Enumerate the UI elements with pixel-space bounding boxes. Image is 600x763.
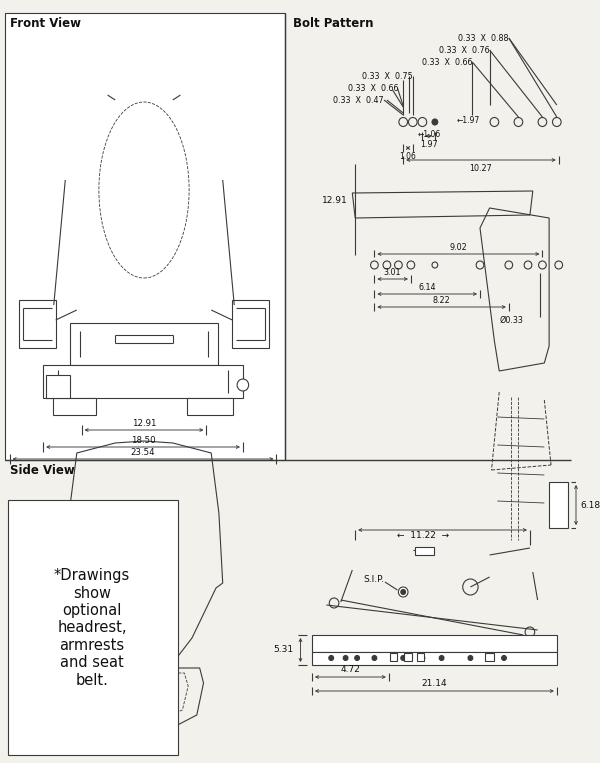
Text: 0.33  X  0.47: 0.33 X 0.47: [334, 95, 384, 105]
Bar: [312, 635, 557, 652]
Circle shape: [401, 655, 406, 661]
Text: 23.54: 23.54: [131, 448, 155, 456]
Text: 12.91: 12.91: [322, 195, 347, 204]
Text: 0.33  X  0.66: 0.33 X 0.66: [422, 57, 472, 66]
Circle shape: [420, 655, 425, 661]
Circle shape: [502, 655, 506, 661]
Text: Side View: Side View: [10, 463, 74, 477]
Bar: [312, 652, 557, 665]
Text: ←  11.22  →: ← 11.22 →: [397, 532, 449, 540]
Bar: [232, 300, 269, 348]
Circle shape: [372, 655, 377, 661]
Bar: [485, 653, 494, 661]
Text: ←1.97: ←1.97: [457, 115, 480, 124]
Circle shape: [487, 655, 492, 661]
Text: 0.33  X  0.75: 0.33 X 0.75: [362, 72, 413, 81]
Text: 9.02: 9.02: [449, 243, 467, 252]
Text: 10.27: 10.27: [470, 163, 493, 172]
Text: 0.33  X  0.88: 0.33 X 0.88: [458, 34, 509, 43]
Text: Bolt Pattern: Bolt Pattern: [293, 17, 373, 30]
Circle shape: [432, 119, 438, 125]
Bar: [43, 365, 243, 398]
Text: 6.18: 6.18: [581, 501, 600, 510]
Circle shape: [355, 655, 359, 661]
Circle shape: [401, 590, 406, 594]
Text: *Drawings
show
optional
headrest,
armrests
and seat
belt.: *Drawings show optional headrest, armres…: [54, 568, 130, 687]
Bar: [70, 323, 218, 365]
Circle shape: [468, 655, 473, 661]
Circle shape: [343, 655, 348, 661]
Bar: [8, 500, 178, 755]
Circle shape: [329, 655, 334, 661]
Text: 0.33  X  0.66: 0.33 X 0.66: [348, 83, 398, 92]
Bar: [46, 375, 70, 398]
Text: 4.72: 4.72: [340, 665, 361, 674]
Bar: [415, 547, 434, 555]
Text: 1.97: 1.97: [420, 140, 437, 149]
Text: 0.33  X  0.76: 0.33 X 0.76: [439, 46, 490, 54]
Text: Ø0.33: Ø0.33: [499, 315, 523, 324]
Text: ←1.06: ←1.06: [418, 130, 441, 139]
Text: 21.14: 21.14: [422, 680, 447, 688]
Text: 6.14: 6.14: [418, 282, 436, 291]
Bar: [53, 398, 96, 415]
Text: Front View: Front View: [10, 17, 80, 30]
Text: 5.31: 5.31: [274, 645, 294, 655]
Text: 12.91: 12.91: [132, 418, 156, 427]
Text: S.I.P.: S.I.P.: [363, 575, 384, 584]
Bar: [549, 482, 568, 528]
Text: 18.50: 18.50: [131, 436, 155, 445]
Bar: [187, 398, 233, 415]
Circle shape: [439, 655, 444, 661]
Circle shape: [398, 587, 408, 597]
Text: 3.01: 3.01: [384, 268, 401, 276]
Bar: [5, 13, 285, 460]
Circle shape: [237, 379, 248, 391]
Bar: [416, 653, 424, 661]
Bar: [390, 653, 397, 661]
Text: 8.22: 8.22: [433, 295, 451, 304]
Bar: [404, 653, 412, 661]
Text: 1.06: 1.06: [400, 152, 416, 160]
Bar: [19, 300, 56, 348]
